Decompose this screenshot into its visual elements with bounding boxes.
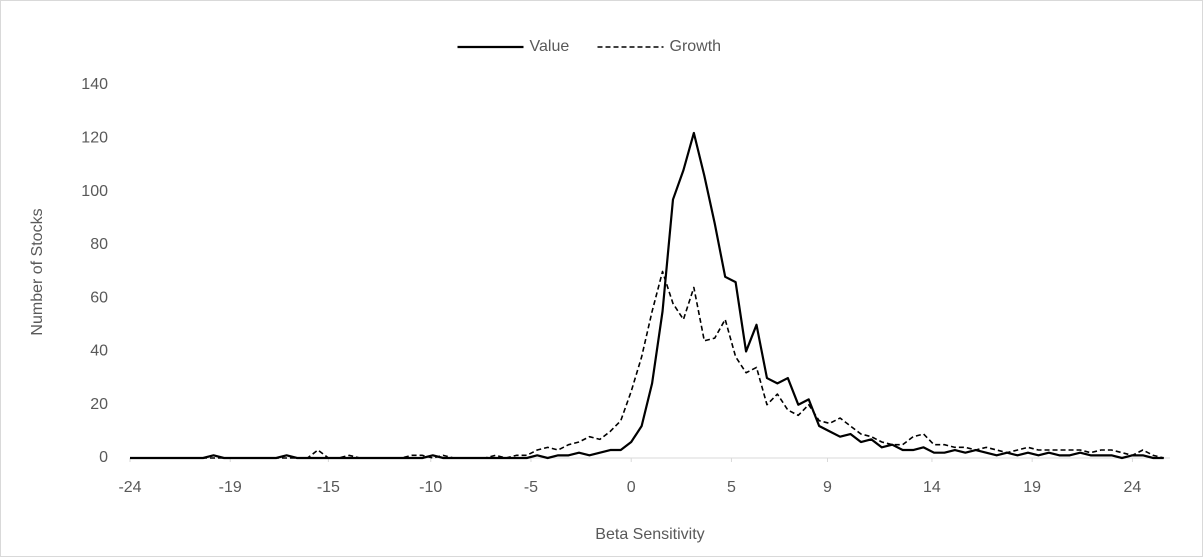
x-tick-label: 14 [923, 479, 941, 496]
y-tick-label: 80 [90, 236, 108, 253]
x-tick-label: 9 [823, 479, 832, 496]
legend-label: Growth [670, 38, 722, 55]
y-tick-label: 40 [90, 343, 108, 360]
x-axis-title: Beta Sensitivity [595, 526, 704, 543]
x-tick-label: -15 [317, 479, 340, 496]
y-tick-label: 120 [81, 130, 108, 147]
y-tick-label: 20 [90, 396, 108, 413]
y-tick-label: 140 [81, 76, 108, 93]
x-tick-label: 19 [1023, 479, 1041, 496]
legend: Value Growth [457, 38, 722, 55]
x-tick-label: -24 [118, 479, 141, 496]
x-tick-label: 5 [727, 479, 736, 496]
x-tick-label: -19 [219, 479, 242, 496]
series-line [130, 270, 1164, 459]
x-tick-label: 24 [1124, 479, 1142, 496]
y-tick-label: 100 [81, 183, 108, 200]
x-tick-label: 0 [627, 479, 636, 496]
y-tick-label: 60 [90, 289, 108, 306]
legend-label: Value [530, 38, 570, 55]
y-tick-label: 0 [99, 449, 108, 466]
y-axis-title: Number of Stocks [29, 208, 46, 335]
x-tick-label: -10 [419, 479, 442, 496]
x-tick-label: -5 [524, 479, 538, 496]
